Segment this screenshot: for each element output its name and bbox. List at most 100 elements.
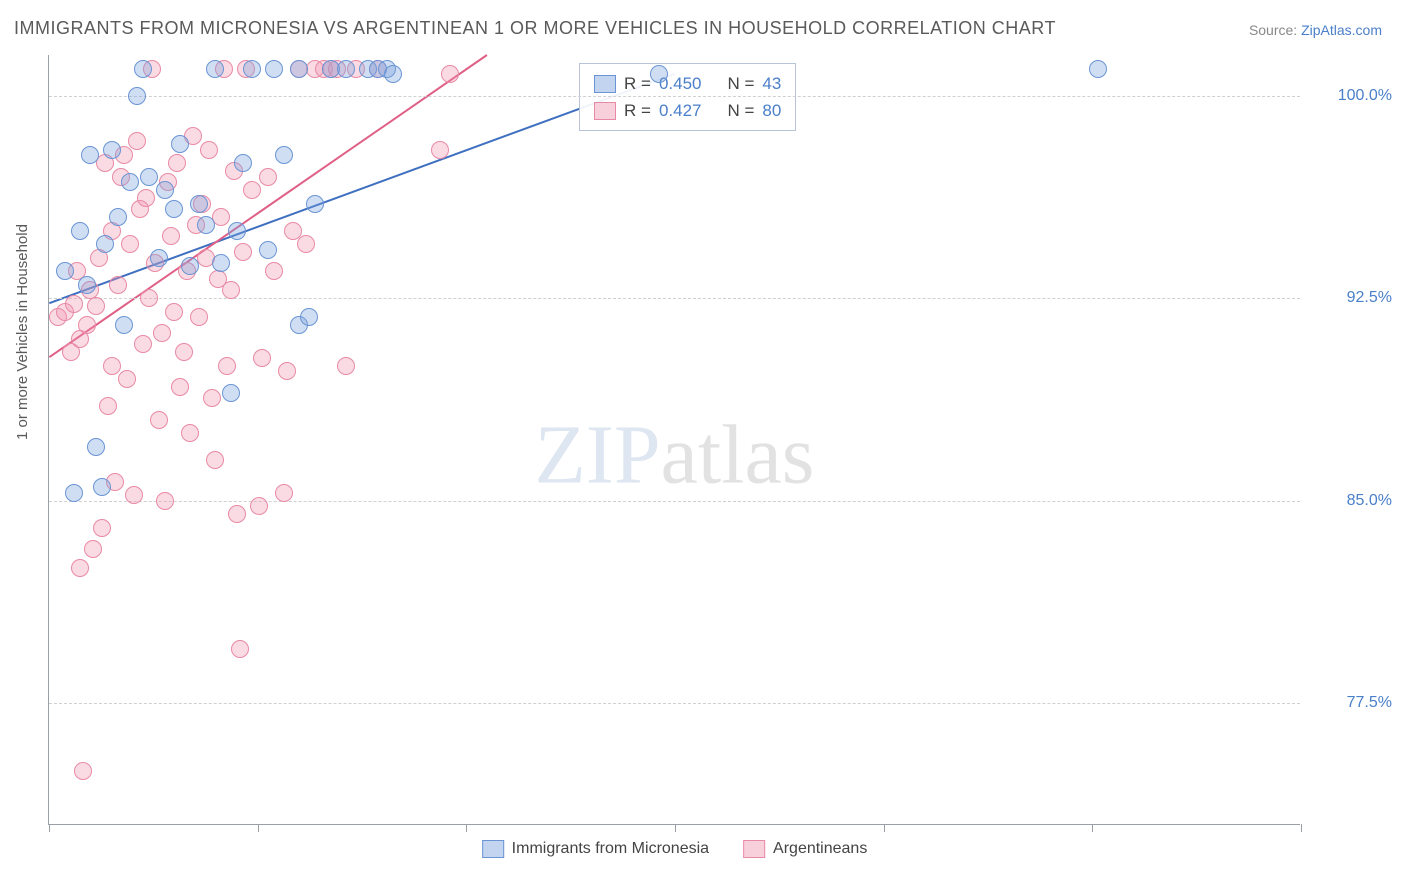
scatter-point [175,343,193,361]
scatter-point [118,370,136,388]
scatter-point [265,60,283,78]
y-tick-label: 92.5% [1347,289,1392,307]
y-tick-label: 85.0% [1347,492,1392,510]
scatter-point [384,65,402,83]
scatter-point [200,141,218,159]
swatch-b [743,840,765,858]
scatter-point [259,241,277,259]
r-label: R = [624,97,651,124]
swatch-a [594,75,616,93]
scatter-point [234,243,252,261]
scatter-point [115,316,133,334]
chart-title: IMMIGRANTS FROM MICRONESIA VS ARGENTINEA… [14,18,1056,39]
scatter-point [121,235,139,253]
scatter-point [337,60,355,78]
x-tick [884,824,885,832]
x-tick [466,824,467,832]
scatter-point [265,262,283,280]
x-tick [258,824,259,832]
scatter-point [206,451,224,469]
scatter-point [650,65,668,83]
scatter-point [78,316,96,334]
scatter-point [150,249,168,267]
y-axis-label: 1 or more Vehicles in Household [14,224,31,440]
scatter-point [306,195,324,213]
scatter-point [218,357,236,375]
scatter-point [259,168,277,186]
gridline [49,703,1300,704]
scatter-point [56,262,74,280]
watermark: ZIPatlas [535,406,815,503]
scatter-point [153,324,171,342]
scatter-point [71,222,89,240]
scatter-point [134,60,152,78]
scatter-point [297,235,315,253]
scatter-point [197,216,215,234]
gridline [49,501,1300,502]
scatter-point [190,308,208,326]
scatter-point [275,146,293,164]
scatter-point [171,378,189,396]
scatter-point [128,132,146,150]
scatter-point [300,308,318,326]
x-tick [1301,824,1302,832]
scatter-point [243,181,261,199]
scatter-point [84,540,102,558]
scatter-point [125,486,143,504]
n-label: N = [727,97,754,124]
legend-label-a: Immigrants from Micronesia [512,840,709,858]
n-value-a: 43 [762,70,781,97]
n-label: N = [727,70,754,97]
scatter-point [181,257,199,275]
stats-row-b: R = 0.427 N = 80 [594,97,781,124]
scatter-point [99,397,117,415]
scatter-point [212,254,230,272]
scatter-point [1089,60,1107,78]
source-prefix: Source: [1249,22,1301,38]
scatter-point [128,87,146,105]
legend-item-a: Immigrants from Micronesia [482,840,709,858]
n-value-b: 80 [762,97,781,124]
stats-row-a: R = 0.450 N = 43 [594,70,781,97]
scatter-point [109,208,127,226]
scatter-point [103,357,121,375]
scatter-point [228,505,246,523]
scatter-point [137,189,155,207]
source-link[interactable]: ZipAtlas.com [1301,22,1382,38]
legend-label-b: Argentineans [773,840,867,858]
scatter-point [290,60,308,78]
scatter-point [275,484,293,502]
x-tick [675,824,676,832]
scatter-point [337,357,355,375]
y-tick-label: 77.5% [1347,694,1392,712]
gridline [49,96,1300,97]
scatter-point [78,276,96,294]
legend-item-b: Argentineans [743,840,867,858]
scatter-point [203,389,221,407]
trend-line-b [49,55,487,357]
scatter-point [71,559,89,577]
scatter-point [278,362,296,380]
scatter-point [171,135,189,153]
scatter-point [212,208,230,226]
scatter-point [81,146,99,164]
scatter-point [441,65,459,83]
scatter-point [165,303,183,321]
scatter-point [206,60,224,78]
scatter-point [231,640,249,658]
scatter-point [103,141,121,159]
plot-area: ZIPatlas R = 0.450 N = 43 R = 0.427 N = … [48,55,1300,825]
scatter-point [156,181,174,199]
r-label: R = [624,70,651,97]
swatch-a [482,840,504,858]
scatter-point [74,762,92,780]
scatter-point [65,295,83,313]
scatter-point [165,200,183,218]
stats-legend: R = 0.450 N = 43 R = 0.427 N = 80 [579,63,796,131]
scatter-point [87,297,105,315]
scatter-point [93,478,111,496]
scatter-point [250,497,268,515]
scatter-point [181,424,199,442]
scatter-point [96,235,114,253]
x-tick [1092,824,1093,832]
